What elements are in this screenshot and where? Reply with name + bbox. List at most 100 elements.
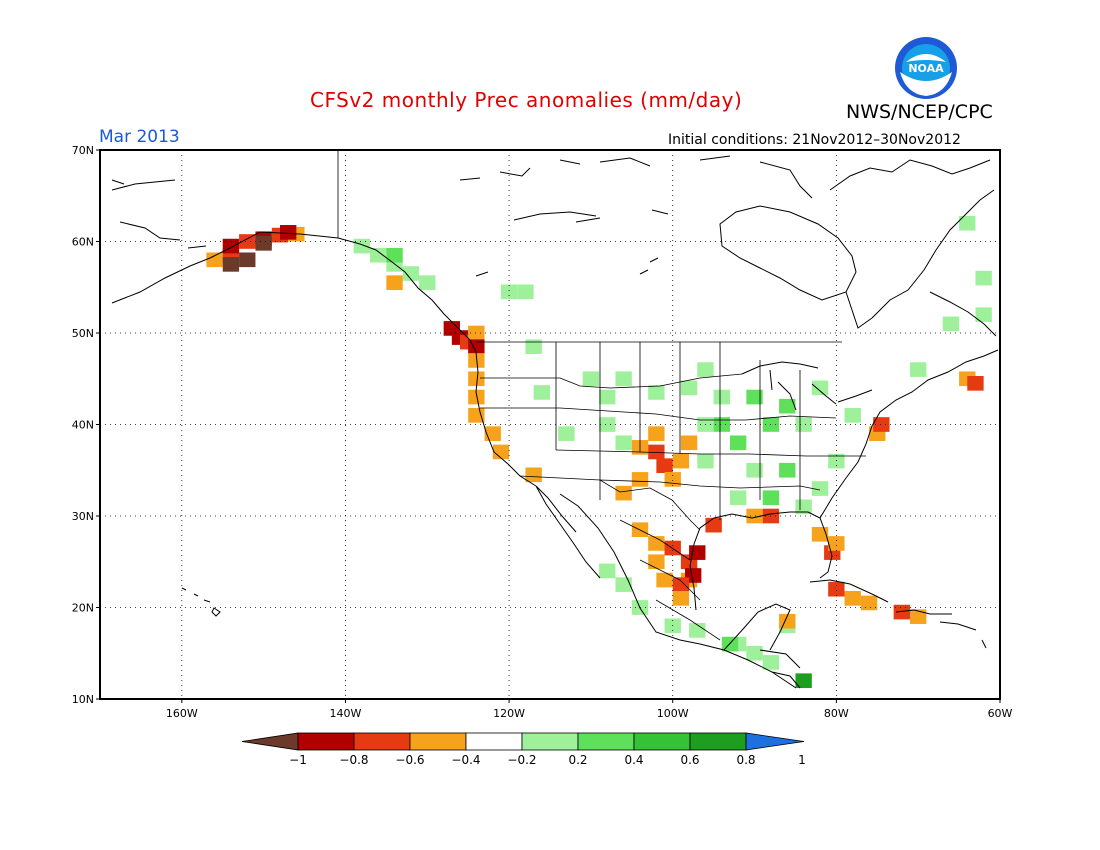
anomaly-cell	[713, 389, 730, 405]
colorbar-tick-label: −0.8	[339, 753, 368, 767]
anomaly-cell	[811, 380, 829, 396]
anomaly-cell	[648, 554, 665, 570]
colorbar-tick-label: 0.8	[736, 753, 755, 767]
anomaly-cell	[672, 577, 690, 592]
anomaly-cell	[615, 371, 632, 387]
anomaly-cell	[533, 385, 550, 400]
lat-tick-label: 10N	[72, 693, 94, 706]
anomaly-cell	[795, 673, 812, 689]
anomaly-cell	[975, 307, 992, 323]
lat-tick-label: 40N	[72, 419, 94, 432]
lat-tick-label: 60N	[72, 236, 94, 249]
lon-tick-label: 80W	[824, 707, 849, 720]
anomaly-cell	[239, 234, 256, 249]
anomaly-cell	[206, 252, 223, 268]
anomaly-cell	[910, 609, 927, 624]
colorbar-tick-label: 1	[798, 753, 806, 767]
anomaly-cell	[615, 577, 632, 592]
anomaly-cell	[893, 604, 910, 620]
anomaly-cell	[967, 376, 984, 391]
colorbar-bin	[353, 732, 411, 751]
logo-text: NOAA	[908, 62, 944, 75]
colorbar-bin	[465, 732, 523, 751]
colorbar-bin	[409, 732, 467, 751]
colorbar-bin	[689, 732, 747, 751]
anomaly-cell	[844, 408, 861, 423]
noaa-logo-icon: NOAA	[895, 37, 957, 99]
anomaly-cell	[255, 236, 272, 251]
anomaly-cell	[959, 215, 976, 231]
colorbar-bin	[577, 732, 635, 751]
map-title: CFSv2 monthly Prec anomalies (mm/day)	[310, 88, 743, 112]
anomaly-cell	[599, 389, 616, 405]
anomaly-cell	[631, 472, 649, 487]
anomaly-cell	[713, 417, 730, 432]
lon-tick-label: 60W	[988, 707, 1013, 720]
anomaly-cell	[353, 238, 370, 254]
anomaly-cell	[795, 417, 812, 432]
anomaly-cell	[672, 453, 690, 469]
anomaly-cell	[844, 591, 861, 606]
anomaly-cell	[615, 485, 632, 501]
anomaly-cell	[468, 325, 485, 341]
agency-label: NWS/NCEP/CPC	[846, 101, 993, 123]
anomaly-cell	[828, 453, 845, 469]
anomaly-cell	[468, 339, 485, 355]
anomaly-cell	[468, 408, 485, 423]
anomaly-cell	[656, 572, 673, 588]
anomaly-cell	[762, 490, 780, 506]
anomaly-cell	[558, 426, 575, 441]
anomaly-cell	[795, 499, 812, 515]
anomaly-cell	[615, 435, 632, 451]
lat-tick-label: 70N	[72, 144, 94, 157]
anomaly-cell	[828, 536, 845, 551]
anomaly-cell	[419, 275, 436, 290]
colorbar-bin	[633, 732, 691, 751]
anomaly-cell	[811, 481, 829, 496]
anomaly-cell	[648, 536, 665, 551]
colorbar-tick-label: 0.2	[568, 753, 587, 767]
anomaly-cell	[525, 467, 542, 483]
anomaly-cell	[942, 316, 960, 332]
lat-tick-label: 20N	[72, 602, 94, 615]
anomaly-cell	[873, 417, 890, 432]
anomaly-cell	[746, 645, 763, 661]
anomaly-cell	[697, 362, 714, 377]
anomaly-cell	[672, 591, 690, 606]
anomaly-cell	[648, 444, 665, 460]
anomaly-cell	[828, 581, 845, 597]
anomaly-cell	[492, 444, 510, 460]
anomaly-cell	[975, 270, 992, 286]
anomaly-cell	[386, 275, 403, 290]
colorbar-tick-label: −0.6	[395, 753, 424, 767]
anomaly-cell	[280, 225, 297, 240]
axis-ticks: 70N 60N 50N 40N 30N 20N 10N 160W 140W 120W 100W 80W…	[72, 144, 1013, 720]
anomaly-cell	[648, 426, 665, 441]
colorbar-tick-label: 0.4	[624, 753, 643, 767]
anomaly-cell	[222, 238, 240, 254]
anomaly-cell	[811, 526, 829, 542]
colorbar-tick-label: −0.2	[507, 753, 536, 767]
lon-tick-label: 120W	[493, 707, 525, 720]
colorbar: −1 −0.8 −0.6 −0.4 −0.2 0.2 0.4 0.6 0.8 1	[241, 732, 806, 767]
colorbar-tick-label: 0.6	[680, 753, 699, 767]
colorbar-low-arrow	[241, 732, 299, 751]
anomaly-cell	[402, 266, 420, 281]
anomaly-cell	[582, 371, 600, 387]
anomaly-cell	[746, 389, 763, 405]
anomaly-cell	[468, 389, 485, 405]
anomaly-cell	[517, 284, 534, 300]
anomaly-cell	[705, 517, 722, 533]
lon-tick-label: 140W	[330, 707, 362, 720]
anomaly-cell	[730, 490, 747, 506]
anomaly-cell	[500, 284, 518, 300]
anomaly-cell	[680, 380, 698, 396]
forecast-month: Mar 2013	[99, 127, 180, 147]
anomaly-cell	[468, 371, 485, 387]
anomaly-cell	[779, 398, 796, 414]
lat-tick-label: 50N	[72, 327, 94, 340]
map-frame	[99, 149, 1001, 700]
anomaly-cell	[386, 247, 403, 263]
anomaly-cell	[599, 417, 616, 432]
